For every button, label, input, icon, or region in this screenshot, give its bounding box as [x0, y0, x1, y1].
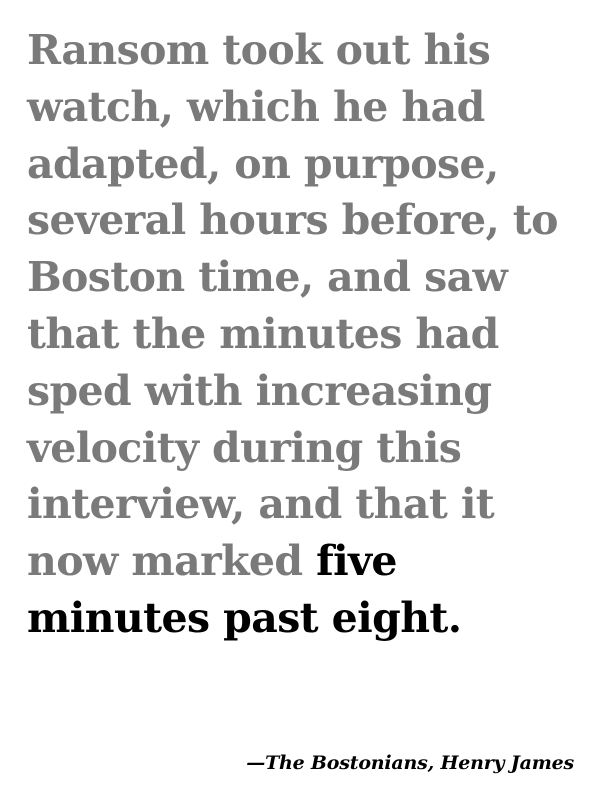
quote-line: Ransom took out his: [27, 26, 491, 74]
quote-line-mixed: now marked five: [27, 533, 587, 590]
quote-line: watch, which he had: [27, 82, 485, 131]
quote-line: Boston time, and saw: [27, 253, 508, 302]
quote-emphasis-segment: five: [316, 537, 397, 586]
quote-line: that the minutes had: [27, 309, 499, 358]
quote-plain-segment: now marked: [27, 537, 317, 586]
quote-line: sped with increasing: [27, 366, 492, 415]
quote-line: adapted, on purpose,: [27, 139, 499, 188]
quote-line: velocity during this: [27, 423, 462, 472]
quote-line: interview, and that it: [27, 480, 495, 529]
quote-emphasis-line: minutes past eight.: [27, 593, 462, 642]
quote-text: Ransom took out his watch, which he had …: [27, 22, 587, 647]
quote-line: several hours before, to: [27, 196, 558, 245]
attribution: —The Bostonians, Henry James: [246, 752, 574, 774]
